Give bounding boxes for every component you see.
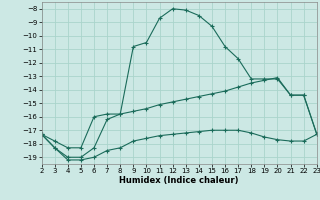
- X-axis label: Humidex (Indice chaleur): Humidex (Indice chaleur): [119, 176, 239, 185]
